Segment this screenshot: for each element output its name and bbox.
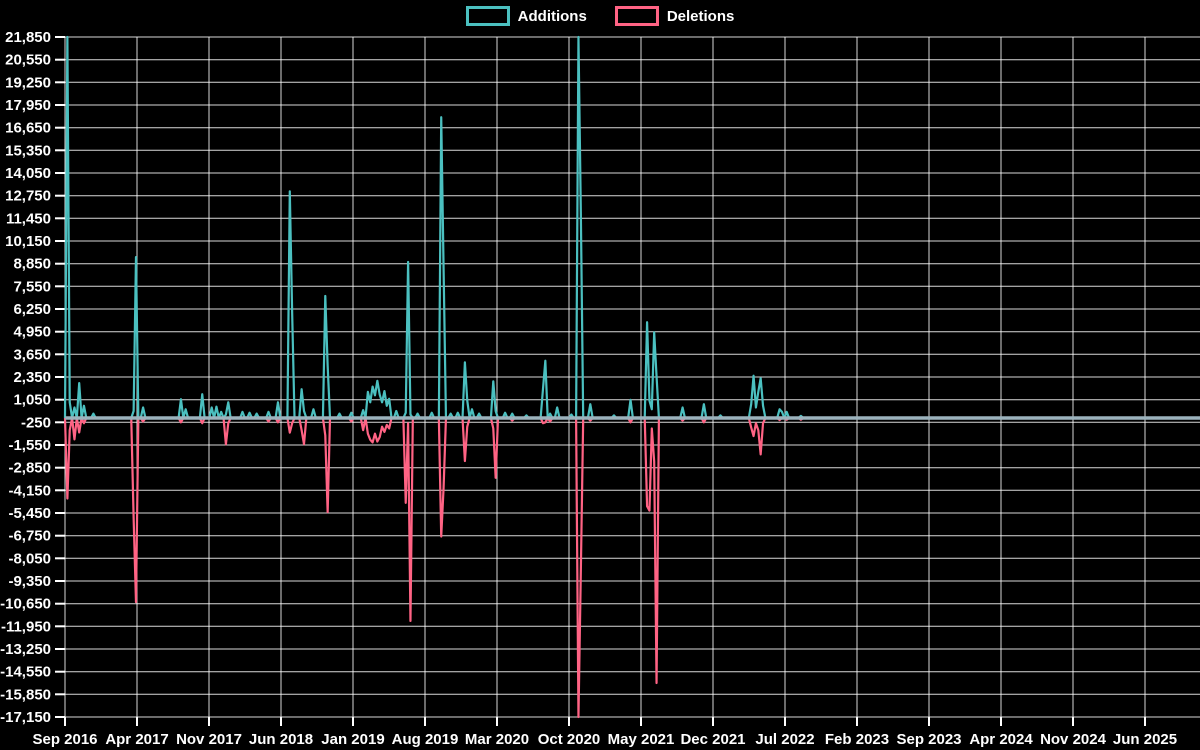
y-tick-label: -13,250 bbox=[0, 641, 51, 658]
x-tick-label: Nov 2024 bbox=[1040, 731, 1107, 748]
x-tick-label: Jul 2022 bbox=[755, 731, 814, 748]
y-tick-label: -11,950 bbox=[1, 618, 51, 635]
y-tick-label: -9,350 bbox=[8, 573, 51, 590]
y-tick-label: -4,150 bbox=[8, 482, 51, 499]
legend-item-deletions[interactable]: Deletions bbox=[614, 6, 735, 26]
y-tick-label: 4,950 bbox=[13, 324, 51, 341]
x-tick-label: Jun 2018 bbox=[249, 731, 313, 748]
y-tick-label: -10,650 bbox=[0, 596, 51, 613]
y-tick-label: -17,150 bbox=[0, 709, 51, 726]
y-tick-label: 10,150 bbox=[5, 233, 51, 250]
y-tick-label: -6,750 bbox=[8, 528, 51, 545]
x-tick-label: Mar 2020 bbox=[465, 731, 529, 748]
chart-legend: Additions Deletions bbox=[0, 6, 1200, 26]
x-tick-label: Dec 2021 bbox=[680, 731, 745, 748]
x-tick-label: Nov 2017 bbox=[176, 731, 242, 748]
x-tick-label: Jan 2019 bbox=[321, 731, 384, 748]
y-tick-label: 20,550 bbox=[5, 52, 51, 69]
y-tick-label: -250 bbox=[21, 414, 51, 431]
y-tick-label: -8,050 bbox=[8, 550, 51, 567]
legend-item-additions[interactable]: Additions bbox=[465, 6, 587, 26]
y-tick-label: 1,050 bbox=[13, 392, 51, 409]
deletions-swatch-icon bbox=[614, 6, 659, 26]
y-tick-label: 12,750 bbox=[5, 188, 51, 205]
legend-additions-label: Additions bbox=[517, 7, 587, 25]
y-tick-label: 14,050 bbox=[5, 165, 51, 182]
x-tick-label: Aug 2019 bbox=[392, 731, 459, 748]
y-tick-label: -2,850 bbox=[8, 460, 51, 477]
x-tick-label: Jun 2025 bbox=[1113, 731, 1177, 748]
y-tick-label: 6,250 bbox=[13, 301, 51, 318]
y-tick-label: -5,450 bbox=[8, 505, 51, 522]
y-tick-label: 2,350 bbox=[13, 369, 51, 386]
x-tick-label: Feb 2023 bbox=[825, 731, 889, 748]
y-tick-label: -1,550 bbox=[8, 437, 51, 454]
x-tick-label: May 2021 bbox=[608, 731, 675, 748]
x-tick-label: Oct 2020 bbox=[538, 731, 601, 748]
y-tick-label: 11,450 bbox=[6, 210, 51, 227]
y-tick-label: -14,550 bbox=[0, 664, 51, 681]
legend-deletions-label: Deletions bbox=[666, 7, 735, 25]
y-tick-label: 3,650 bbox=[13, 346, 51, 363]
y-tick-label: 16,650 bbox=[5, 120, 51, 137]
y-tick-label: 21,850 bbox=[5, 29, 51, 46]
y-tick-label: 17,950 bbox=[5, 97, 51, 114]
y-tick-label: 7,550 bbox=[13, 278, 51, 295]
y-tick-label: -15,850 bbox=[0, 686, 51, 703]
y-tick-label: 19,250 bbox=[5, 74, 51, 91]
x-tick-label: Sep 2023 bbox=[896, 731, 961, 748]
x-tick-label: Apr 2024 bbox=[969, 731, 1033, 748]
x-tick-label: Apr 2017 bbox=[105, 731, 168, 748]
y-tick-label: 8,850 bbox=[13, 256, 51, 273]
additions-swatch-icon bbox=[465, 6, 510, 26]
x-tick-label: Sep 2016 bbox=[32, 731, 97, 748]
additions-line bbox=[63, 35, 1200, 420]
y-tick-label: 15,350 bbox=[5, 142, 51, 159]
